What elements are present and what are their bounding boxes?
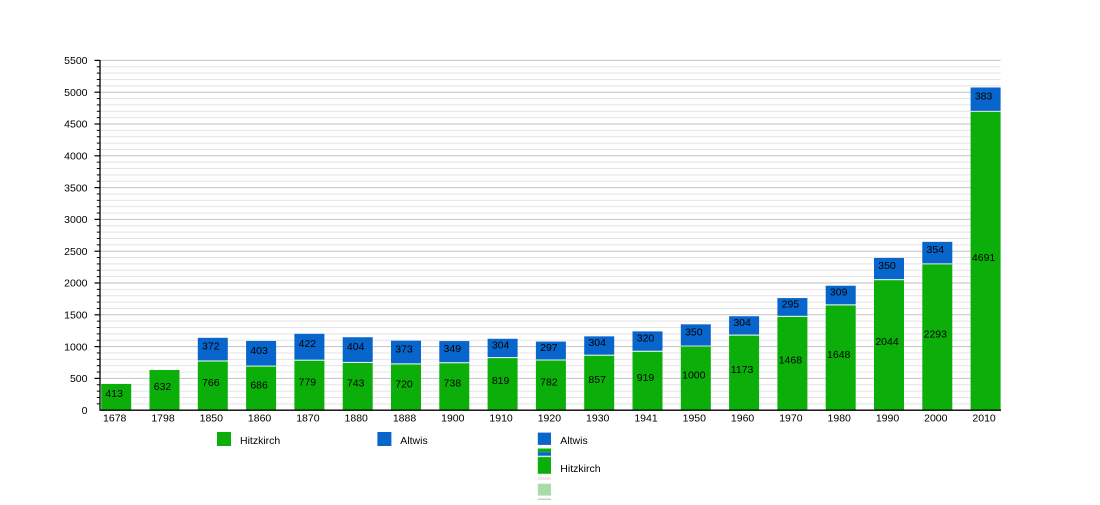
svg-text:2044: 2044 [875,336,899,348]
svg-text:1500: 1500 [64,310,88,322]
svg-text:1900: 1900 [441,413,465,425]
svg-text:304: 304 [492,339,510,351]
svg-text:3000: 3000 [64,214,88,226]
svg-text:0: 0 [82,405,88,417]
svg-text:4691: 4691 [972,252,996,264]
svg-text:2000: 2000 [924,413,948,425]
svg-text:782: 782 [540,376,558,388]
svg-text:383: 383 [975,91,993,103]
svg-text:2500: 2500 [64,246,88,258]
svg-text:766: 766 [202,377,220,389]
svg-text:1173: 1173 [731,364,754,376]
svg-text:295: 295 [782,298,800,310]
svg-text:686: 686 [250,379,268,391]
svg-text:5500: 5500 [64,55,88,67]
svg-text:Hitzkirch: Hitzkirch [240,435,280,447]
svg-text:1910: 1910 [489,413,513,425]
svg-text:1678: 1678 [103,413,127,425]
svg-text:422: 422 [299,338,317,350]
svg-text:350: 350 [685,326,703,338]
svg-text:2293: 2293 [924,328,948,340]
svg-text:320: 320 [637,333,655,345]
svg-text:1870: 1870 [296,413,320,425]
svg-text:2010: 2010 [972,413,996,425]
svg-text:1648: 1648 [827,349,851,361]
svg-text:857: 857 [588,374,606,386]
svg-text:779: 779 [299,376,317,388]
svg-text:413: 413 [105,388,123,400]
svg-text:632: 632 [154,381,172,393]
svg-text:819: 819 [492,375,510,387]
svg-text:919: 919 [637,372,655,384]
svg-text:309: 309 [830,287,848,299]
svg-text:1468: 1468 [779,355,803,367]
svg-text:743: 743 [347,378,365,390]
svg-text:500: 500 [70,373,88,385]
svg-text:720: 720 [395,378,413,390]
svg-text:4000: 4000 [64,151,88,163]
svg-text:403: 403 [250,345,268,357]
svg-text:5000: 5000 [64,87,88,99]
svg-text:Hitzkirch: Hitzkirch [560,463,600,475]
svg-text:297: 297 [540,342,558,354]
svg-text:1950: 1950 [683,413,707,425]
svg-text:304: 304 [588,337,606,349]
svg-text:1920: 1920 [538,413,562,425]
svg-text:Altwis: Altwis [560,435,587,447]
svg-text:1000: 1000 [64,341,88,353]
svg-text:1970: 1970 [779,413,803,425]
svg-text:4500: 4500 [64,119,88,131]
svg-text:304: 304 [733,317,751,329]
svg-text:354: 354 [927,244,945,256]
svg-text:1930: 1930 [586,413,610,425]
svg-text:373: 373 [395,344,413,356]
svg-text:1798: 1798 [151,413,175,425]
svg-text:Altwis: Altwis [400,435,427,447]
svg-text:1850: 1850 [200,413,224,425]
svg-text:372: 372 [202,341,220,353]
svg-text:350: 350 [878,260,896,272]
svg-text:1888: 1888 [393,413,417,425]
svg-text:3500: 3500 [64,182,88,194]
svg-text:1860: 1860 [248,413,272,425]
svg-text:404: 404 [347,341,365,353]
svg-text:349: 349 [444,343,462,355]
svg-text:1960: 1960 [731,413,755,425]
svg-text:2000: 2000 [64,278,88,290]
svg-text:1941: 1941 [634,413,658,425]
svg-text:1880: 1880 [345,413,369,425]
svg-text:1980: 1980 [828,413,852,425]
svg-text:738: 738 [444,378,462,390]
svg-text:1000: 1000 [682,369,706,381]
svg-text:1990: 1990 [876,413,900,425]
